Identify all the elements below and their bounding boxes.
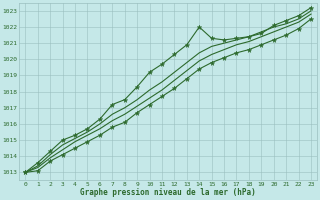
X-axis label: Graphe pression niveau de la mer (hPa): Graphe pression niveau de la mer (hPa)	[80, 188, 256, 197]
